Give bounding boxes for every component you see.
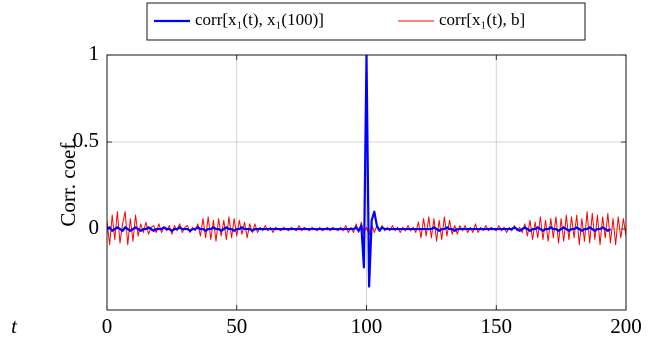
x-tick-label: 50 [226, 314, 247, 338]
x-tick-label: 150 [481, 314, 513, 338]
line-series [107, 55, 612, 288]
legend-box [146, 2, 586, 41]
x-axis-label: t [11, 314, 18, 338]
legend-label: corr[x₁(t), x₁(100)] [195, 10, 324, 29]
y-axis-label: Corr. coef. [56, 137, 80, 226]
plot-frame [106, 54, 627, 311]
y-tick-label: 0 [89, 215, 100, 239]
legend: corr[x₁(t), x₁(100)] corr[x₁(t), b] [146, 2, 586, 41]
legend-label: corr[x₁(t), b] [439, 10, 525, 29]
y-tick-label: 0.5 [73, 128, 99, 152]
x-tick-label: 100 [351, 314, 383, 338]
x-tick-label: 0 [102, 314, 113, 338]
x-tick-label: 200 [610, 314, 642, 338]
y-tick-label: 1 [89, 41, 100, 65]
